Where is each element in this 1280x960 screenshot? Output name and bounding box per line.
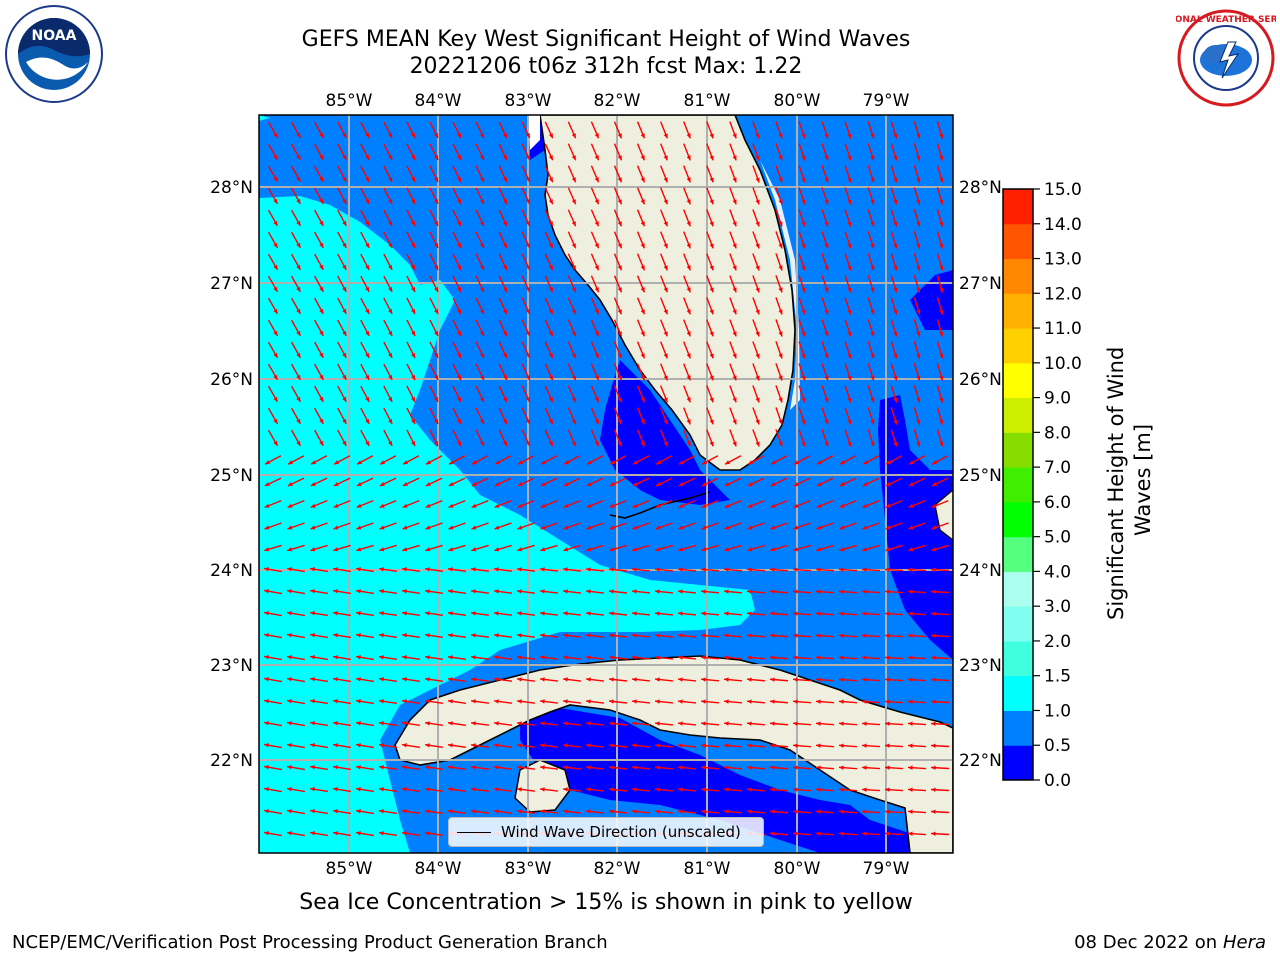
map-legend: Wind Wave Direction (unscaled)	[448, 817, 764, 847]
lat-label: 26°N	[959, 370, 1002, 390]
lon-label: 84°W	[415, 91, 462, 111]
colorbar-segment	[1003, 223, 1033, 260]
colorbar-segment	[1003, 571, 1033, 607]
colorbar-segment	[1003, 675, 1033, 711]
colorbar-segment	[1003, 189, 1033, 225]
lat-label: 27°N	[210, 274, 253, 294]
colorbar-tick-label: 15.0	[1044, 180, 1082, 200]
lat-label: 25°N	[210, 466, 253, 486]
lon-label: 80°W	[774, 859, 821, 879]
colorbar-tick-label: 1.0	[1044, 701, 1071, 721]
footer-credit: NCEP/EMC/Verification Post Processing Pr…	[12, 932, 608, 953]
footer-date: 08 Dec 2022 on Hera	[1074, 932, 1266, 953]
colorbar-tick-label: 12.0	[1044, 284, 1082, 304]
lon-label: 85°W	[326, 91, 373, 111]
colorbar-tick-label: 5.0	[1044, 528, 1071, 548]
lat-label: 24°N	[210, 561, 253, 581]
colorbar-tick-label: 4.0	[1044, 562, 1071, 582]
band-0.0-0.5-florida-bay	[600, 360, 730, 505]
colorbar-segment	[1003, 293, 1033, 329]
wind-wave-arrows	[264, 121, 950, 837]
lon-label: 83°W	[505, 859, 552, 879]
colorbar-segment	[1003, 501, 1033, 538]
lon-label: 79°W	[863, 859, 910, 879]
lat-labels-left: 28°N 27°N 26°N 25°N 24°N 23°N 22°N	[210, 178, 253, 771]
footer-host: Hera	[1222, 932, 1266, 953]
colorbar-tick-label: 9.0	[1044, 389, 1071, 409]
colorbar-segment	[1003, 536, 1033, 572]
colorbar-segment	[1003, 432, 1033, 468]
lat-label: 28°N	[959, 178, 1002, 198]
colorbar-segment	[1003, 397, 1033, 433]
land-bahamas	[934, 489, 953, 541]
colorbar-tick-label: 3.0	[1044, 597, 1071, 617]
lon-label: 79°W	[863, 91, 910, 111]
lon-label: 81°W	[684, 859, 731, 879]
colorbar-tick-label: 7.0	[1044, 458, 1071, 478]
colorbar-segment	[1003, 467, 1033, 503]
colorbar-title: Significant Height of Wind Waves [m]	[1104, 340, 1155, 620]
colorbar-segment	[1003, 745, 1033, 781]
lon-labels-top: 85°W 84°W 83°W 82°W 81°W 80°W 79°W	[326, 91, 910, 111]
lon-label: 81°W	[684, 91, 731, 111]
legend-line-icon	[457, 831, 491, 833]
colorbar-tick-label: 6.0	[1044, 493, 1071, 513]
svg-text:Significant Height of Wind: Significant Height of Wind Waves [m]	[1104, 340, 1155, 620]
lon-label: 82°W	[594, 859, 641, 879]
colorbar-segment	[1003, 362, 1033, 399]
map-grid	[259, 115, 953, 853]
lat-label: 26°N	[210, 370, 253, 390]
lat-label: 27°N	[959, 274, 1002, 294]
footer-date-text: 08 Dec 2022 on	[1074, 932, 1218, 953]
band-0.0-0.5-bahamas	[878, 395, 953, 660]
colorbar: 0.0 0.5 1.0 1.5 2.0 3.0 4.0 5.0 6.0 7.0 8.0 9.0 10.0…	[1002, 180, 1082, 790]
colorbar-tick-label: 14.0	[1044, 215, 1082, 235]
lat-label: 25°N	[959, 466, 1002, 486]
colorbar-tick-label: 0.0	[1044, 771, 1071, 790]
chart-subtitle: 20221206 t06z 312h fcst Max: 1.22	[409, 54, 803, 79]
colorbar-tick-label: 13.0	[1044, 250, 1082, 270]
legend-label: Wind Wave Direction (unscaled)	[501, 823, 741, 841]
nws-logo: NATIONAL WEATHER SERVICE	[1176, 9, 1276, 107]
noaa-logo-text: NOAA	[32, 28, 77, 44]
lat-label: 28°N	[210, 178, 253, 198]
map-frame	[258, 114, 954, 854]
lat-label: 23°N	[959, 656, 1002, 676]
colorbar-tick-label: 0.5	[1044, 736, 1071, 756]
lon-label: 82°W	[594, 91, 641, 111]
colorbar-segment	[1003, 710, 1033, 746]
colorbar-segment	[1003, 606, 1033, 642]
colorbar-tick-label: 1.5	[1044, 667, 1071, 687]
lon-labels-bottom: 85°W 84°W 83°W 82°W 81°W 80°W 79°W	[326, 859, 910, 879]
colorbar-segment	[1003, 328, 1033, 364]
florida-keys	[609, 491, 711, 519]
colorbar-tick-label: 10.0	[1044, 354, 1082, 374]
land-florida	[539, 115, 796, 471]
lon-label: 80°W	[774, 91, 821, 111]
colorbar-segment	[1003, 640, 1033, 677]
lat-label: 23°N	[210, 656, 253, 676]
band-0.0-0.5-cuba-south	[520, 708, 953, 853]
chart-title: GEFS MEAN Key West Significant Height of…	[301, 27, 911, 52]
lat-label: 22°N	[959, 751, 1002, 771]
noaa-logo: NOAA	[5, 5, 103, 103]
lon-label: 83°W	[505, 91, 552, 111]
sea-ice-note: Sea Ice Concentration > 15% is shown in …	[299, 890, 913, 915]
nws-logo-text: NATIONAL WEATHER SERVICE	[1176, 15, 1276, 25]
lat-label: 24°N	[959, 561, 1002, 581]
lon-label: 85°W	[326, 859, 373, 879]
lon-label: 84°W	[415, 859, 462, 879]
colorbar-tick-label: 2.0	[1044, 632, 1071, 652]
colorbar-tick-label: 8.0	[1044, 423, 1071, 443]
colorbar-tick-label: 11.0	[1044, 319, 1082, 339]
colorbar-segment	[1003, 258, 1033, 294]
lat-labels-right: 28°N 27°N 26°N 25°N 24°N 23°N 22°N	[959, 178, 1002, 771]
lat-label: 22°N	[210, 751, 253, 771]
